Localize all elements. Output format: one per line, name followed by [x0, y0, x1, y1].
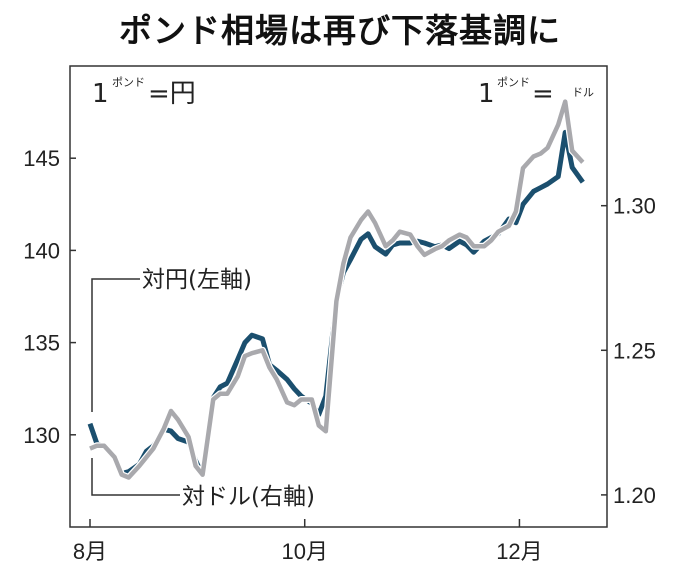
dollar-series-line: [89, 99, 585, 480]
yen-series-label: 対円(左軸): [142, 267, 252, 293]
right-tick-label: 1.25: [613, 338, 656, 363]
plot-frame: [69, 65, 608, 528]
x-tick-label: 10月: [281, 539, 327, 564]
x-tick-label: 8月: [73, 539, 107, 564]
x-tick-label: 12月: [496, 539, 542, 564]
right-tick-label: 1.30: [613, 194, 656, 219]
right-tick-label: 1.20: [613, 483, 656, 508]
left-unit-suffix: =円: [148, 79, 196, 109]
dollar-annotation-leader: [91, 458, 180, 496]
left-tick-label: 135: [23, 331, 60, 356]
right-unit-label: 1: [478, 79, 495, 109]
right-unit-small2: ドル: [572, 86, 594, 99]
left-unit-small: ポンド: [112, 76, 145, 89]
yen-annotation-leader: [91, 278, 140, 412]
left-unit-label: 1: [92, 79, 109, 109]
right-unit-suffix: =: [532, 79, 554, 109]
left-tick-label: 140: [23, 238, 60, 263]
right-unit-small: ポンド: [497, 76, 530, 89]
left-tick-label: 145: [23, 146, 60, 171]
left-tick-label: 130: [23, 423, 60, 448]
chart-title: ポンド相場は再び下落基調に: [119, 11, 561, 50]
dollar-series-label: 対ドル(右軸): [182, 484, 315, 510]
